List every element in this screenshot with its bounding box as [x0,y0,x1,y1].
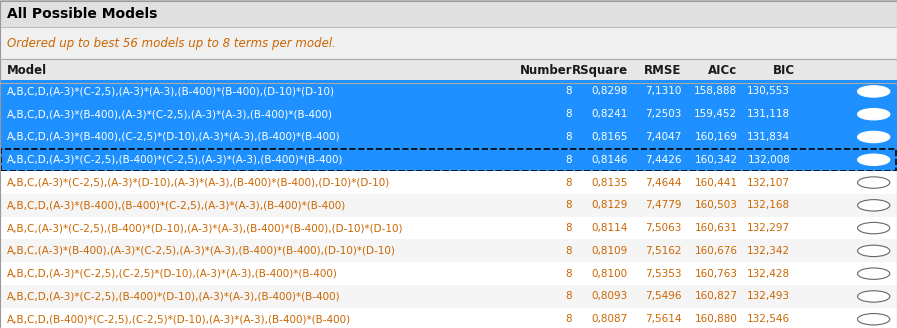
Circle shape [858,222,890,234]
Circle shape [858,268,890,279]
FancyBboxPatch shape [0,148,897,171]
Text: 8: 8 [566,155,572,165]
Text: A,B,C,D,(A-3)*(B-400),(C-2,5)*(D-10),(A-3)*(A-3),(B-400)*(B-400): A,B,C,D,(A-3)*(B-400),(C-2,5)*(D-10),(A-… [7,132,341,142]
Text: 159,452: 159,452 [694,109,737,119]
Text: 160,676: 160,676 [694,246,737,256]
Text: 7,5063: 7,5063 [645,223,682,233]
Text: 7,5162: 7,5162 [645,246,682,256]
Text: RMSE: RMSE [644,64,682,77]
Text: All Possible Models: All Possible Models [7,7,158,21]
Text: 0,8298: 0,8298 [591,87,628,96]
Text: 131,118: 131,118 [747,109,790,119]
FancyBboxPatch shape [0,239,897,262]
Text: 132,428: 132,428 [747,269,790,279]
Text: 7,5614: 7,5614 [645,314,682,324]
Text: 8: 8 [566,269,572,279]
Text: 7,4644: 7,4644 [645,177,682,188]
Text: 160,827: 160,827 [694,292,737,301]
Text: 0,8100: 0,8100 [592,269,628,279]
Text: 0,8129: 0,8129 [591,200,628,210]
Text: 0,8165: 0,8165 [591,132,628,142]
Text: 132,546: 132,546 [747,314,790,324]
FancyBboxPatch shape [0,262,897,285]
Text: 160,169: 160,169 [694,132,737,142]
Text: 0,8087: 0,8087 [592,314,628,324]
FancyBboxPatch shape [0,59,897,83]
FancyBboxPatch shape [0,217,897,239]
Text: A,B,C,D,(A-3)*(B-400),(A-3)*(C-2,5),(A-3)*(A-3),(B-400)*(B-400): A,B,C,D,(A-3)*(B-400),(A-3)*(C-2,5),(A-3… [7,109,333,119]
Text: 8: 8 [566,132,572,142]
Text: 132,008: 132,008 [747,155,790,165]
Text: 8: 8 [566,314,572,324]
Circle shape [858,245,890,256]
Text: 8: 8 [566,223,572,233]
Text: A,B,C,D,(A-3)*(C-2,5),(B-400)*(D-10),(A-3)*(A-3),(B-400)*(B-400): A,B,C,D,(A-3)*(C-2,5),(B-400)*(D-10),(A-… [7,292,341,301]
Text: A,B,C,D,(A-3)*(C-2,5),(A-3)*(A-3),(B-400)*(B-400),(D-10)*(D-10): A,B,C,D,(A-3)*(C-2,5),(A-3)*(A-3),(B-400… [7,87,335,96]
Text: AICc: AICc [708,64,737,77]
Text: A,B,C,D,(A-3)*(C-2,5),(B-400)*(C-2,5),(A-3)*(A-3),(B-400)*(B-400): A,B,C,D,(A-3)*(C-2,5),(B-400)*(C-2,5),(A… [7,155,344,165]
Text: 160,503: 160,503 [694,200,737,210]
Text: 7,5353: 7,5353 [645,269,682,279]
Circle shape [858,291,890,302]
FancyBboxPatch shape [0,308,897,328]
Text: 7,2503: 7,2503 [645,109,682,119]
Text: Ordered up to best 56 models up to 8 terms per model.: Ordered up to best 56 models up to 8 ter… [7,37,336,51]
Text: 8: 8 [566,87,572,96]
Text: 0,8114: 0,8114 [591,223,628,233]
Text: 0,8241: 0,8241 [591,109,628,119]
Circle shape [858,131,890,143]
Text: 160,763: 160,763 [694,269,737,279]
Text: 7,1310: 7,1310 [645,87,682,96]
FancyBboxPatch shape [0,80,897,103]
Circle shape [858,86,890,97]
Text: 0,8146: 0,8146 [591,155,628,165]
FancyBboxPatch shape [0,0,897,27]
Text: 131,834: 131,834 [747,132,790,142]
Text: 130,553: 130,553 [747,87,790,96]
Text: 8: 8 [566,109,572,119]
Text: A,B,C,(A-3)*(C-2,5),(A-3)*(D-10),(A-3)*(A-3),(B-400)*(B-400),(D-10)*(D-10): A,B,C,(A-3)*(C-2,5),(A-3)*(D-10),(A-3)*(… [7,177,390,188]
Text: 8: 8 [566,177,572,188]
Text: A,B,C,(A-3)*(C-2,5),(B-400)*(D-10),(A-3)*(A-3),(B-400)*(B-400),(D-10)*(D-10): A,B,C,(A-3)*(C-2,5),(B-400)*(D-10),(A-3)… [7,223,404,233]
Circle shape [858,177,890,188]
Text: 7,4779: 7,4779 [645,200,682,210]
FancyBboxPatch shape [0,171,897,194]
Text: 0,8109: 0,8109 [592,246,628,256]
Text: 160,880: 160,880 [694,314,737,324]
Text: A,B,C,D,(B-400)*(C-2,5),(C-2,5)*(D-10),(A-3)*(A-3),(B-400)*(B-400): A,B,C,D,(B-400)*(C-2,5),(C-2,5)*(D-10),(… [7,314,352,324]
Text: A,B,C,(A-3)*(B-400),(A-3)*(C-2,5),(A-3)*(A-3),(B-400)*(B-400),(D-10)*(D-10): A,B,C,(A-3)*(B-400),(A-3)*(C-2,5),(A-3)*… [7,246,396,256]
Text: 132,107: 132,107 [747,177,790,188]
Text: 158,888: 158,888 [694,87,737,96]
Text: 0,8093: 0,8093 [592,292,628,301]
Text: Number: Number [519,64,572,77]
Text: Model: Model [7,64,48,77]
Circle shape [858,200,890,211]
Text: 132,342: 132,342 [747,246,790,256]
Text: 160,631: 160,631 [694,223,737,233]
Text: 8: 8 [566,200,572,210]
FancyBboxPatch shape [0,126,897,148]
Text: 7,5496: 7,5496 [645,292,682,301]
Text: RSquare: RSquare [571,64,628,77]
Circle shape [858,314,890,325]
FancyBboxPatch shape [0,103,897,126]
Circle shape [858,109,890,120]
Text: BIC: BIC [772,64,795,77]
Text: 0,8135: 0,8135 [591,177,628,188]
FancyBboxPatch shape [0,194,897,217]
Text: 7,4047: 7,4047 [645,132,682,142]
Text: 132,493: 132,493 [747,292,790,301]
Text: A,B,C,D,(A-3)*(C-2,5),(C-2,5)*(D-10),(A-3)*(A-3),(B-400)*(B-400): A,B,C,D,(A-3)*(C-2,5),(C-2,5)*(D-10),(A-… [7,269,338,279]
Text: 160,342: 160,342 [694,155,737,165]
Text: 132,168: 132,168 [747,200,790,210]
Text: 8: 8 [566,292,572,301]
Text: A,B,C,D,(A-3)*(B-400),(B-400)*(C-2,5),(A-3)*(A-3),(B-400)*(B-400): A,B,C,D,(A-3)*(B-400),(B-400)*(C-2,5),(A… [7,200,346,210]
Text: 8: 8 [566,246,572,256]
Text: 132,297: 132,297 [747,223,790,233]
FancyBboxPatch shape [0,285,897,308]
Circle shape [858,154,890,165]
Text: 160,441: 160,441 [694,177,737,188]
Text: 7,4426: 7,4426 [645,155,682,165]
